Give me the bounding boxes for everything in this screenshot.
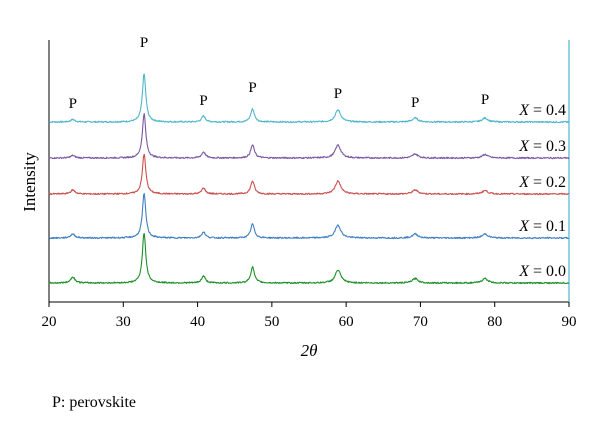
series-line <box>48 232 570 285</box>
series-labels: X = 0.4 X = 0.3 X = 0.2 X = 0.1 X = 0.0 <box>518 102 566 280</box>
peak-marker-label: P <box>199 93 207 109</box>
series-label: X = 0.4 <box>518 102 566 119</box>
x-tick-label: 60 <box>339 314 354 330</box>
series-line <box>48 73 570 124</box>
x-tick-label: 70 <box>413 314 428 330</box>
series-label: X = 0.1 <box>518 218 566 235</box>
peak-labels: P P P P P P P <box>69 35 490 112</box>
x-tick-label: 40 <box>190 314 205 330</box>
footnote: P: perovskite <box>52 394 136 411</box>
series-label: X = 0.0 <box>518 263 566 280</box>
y-axis-title: Intensity <box>20 152 39 212</box>
peak-marker-label: P <box>248 80 256 96</box>
peak-marker-label: P <box>69 96 77 112</box>
plot-area <box>48 40 570 303</box>
series-label: X = 0.2 <box>518 174 566 191</box>
x-tick-label: 90 <box>562 314 577 330</box>
peak-marker-label: P <box>411 95 419 111</box>
x-tick-label: 50 <box>264 314 279 330</box>
series-line <box>48 113 570 160</box>
peak-marker-label: P <box>334 86 342 102</box>
series-label: X = 0.3 <box>518 138 566 155</box>
series-line <box>48 153 570 196</box>
x-axis-title: 2θ <box>301 341 318 360</box>
x-tick-label: 80 <box>487 314 502 330</box>
x-tick-label: 30 <box>116 314 131 330</box>
series-layer <box>48 73 570 285</box>
peak-marker-label: P <box>481 92 489 108</box>
peak-marker-label: P <box>140 35 148 51</box>
series-line <box>48 192 570 240</box>
x-tick-label: 20 <box>42 314 57 330</box>
x-ticks: 20 30 40 50 60 70 80 90 <box>42 302 577 330</box>
